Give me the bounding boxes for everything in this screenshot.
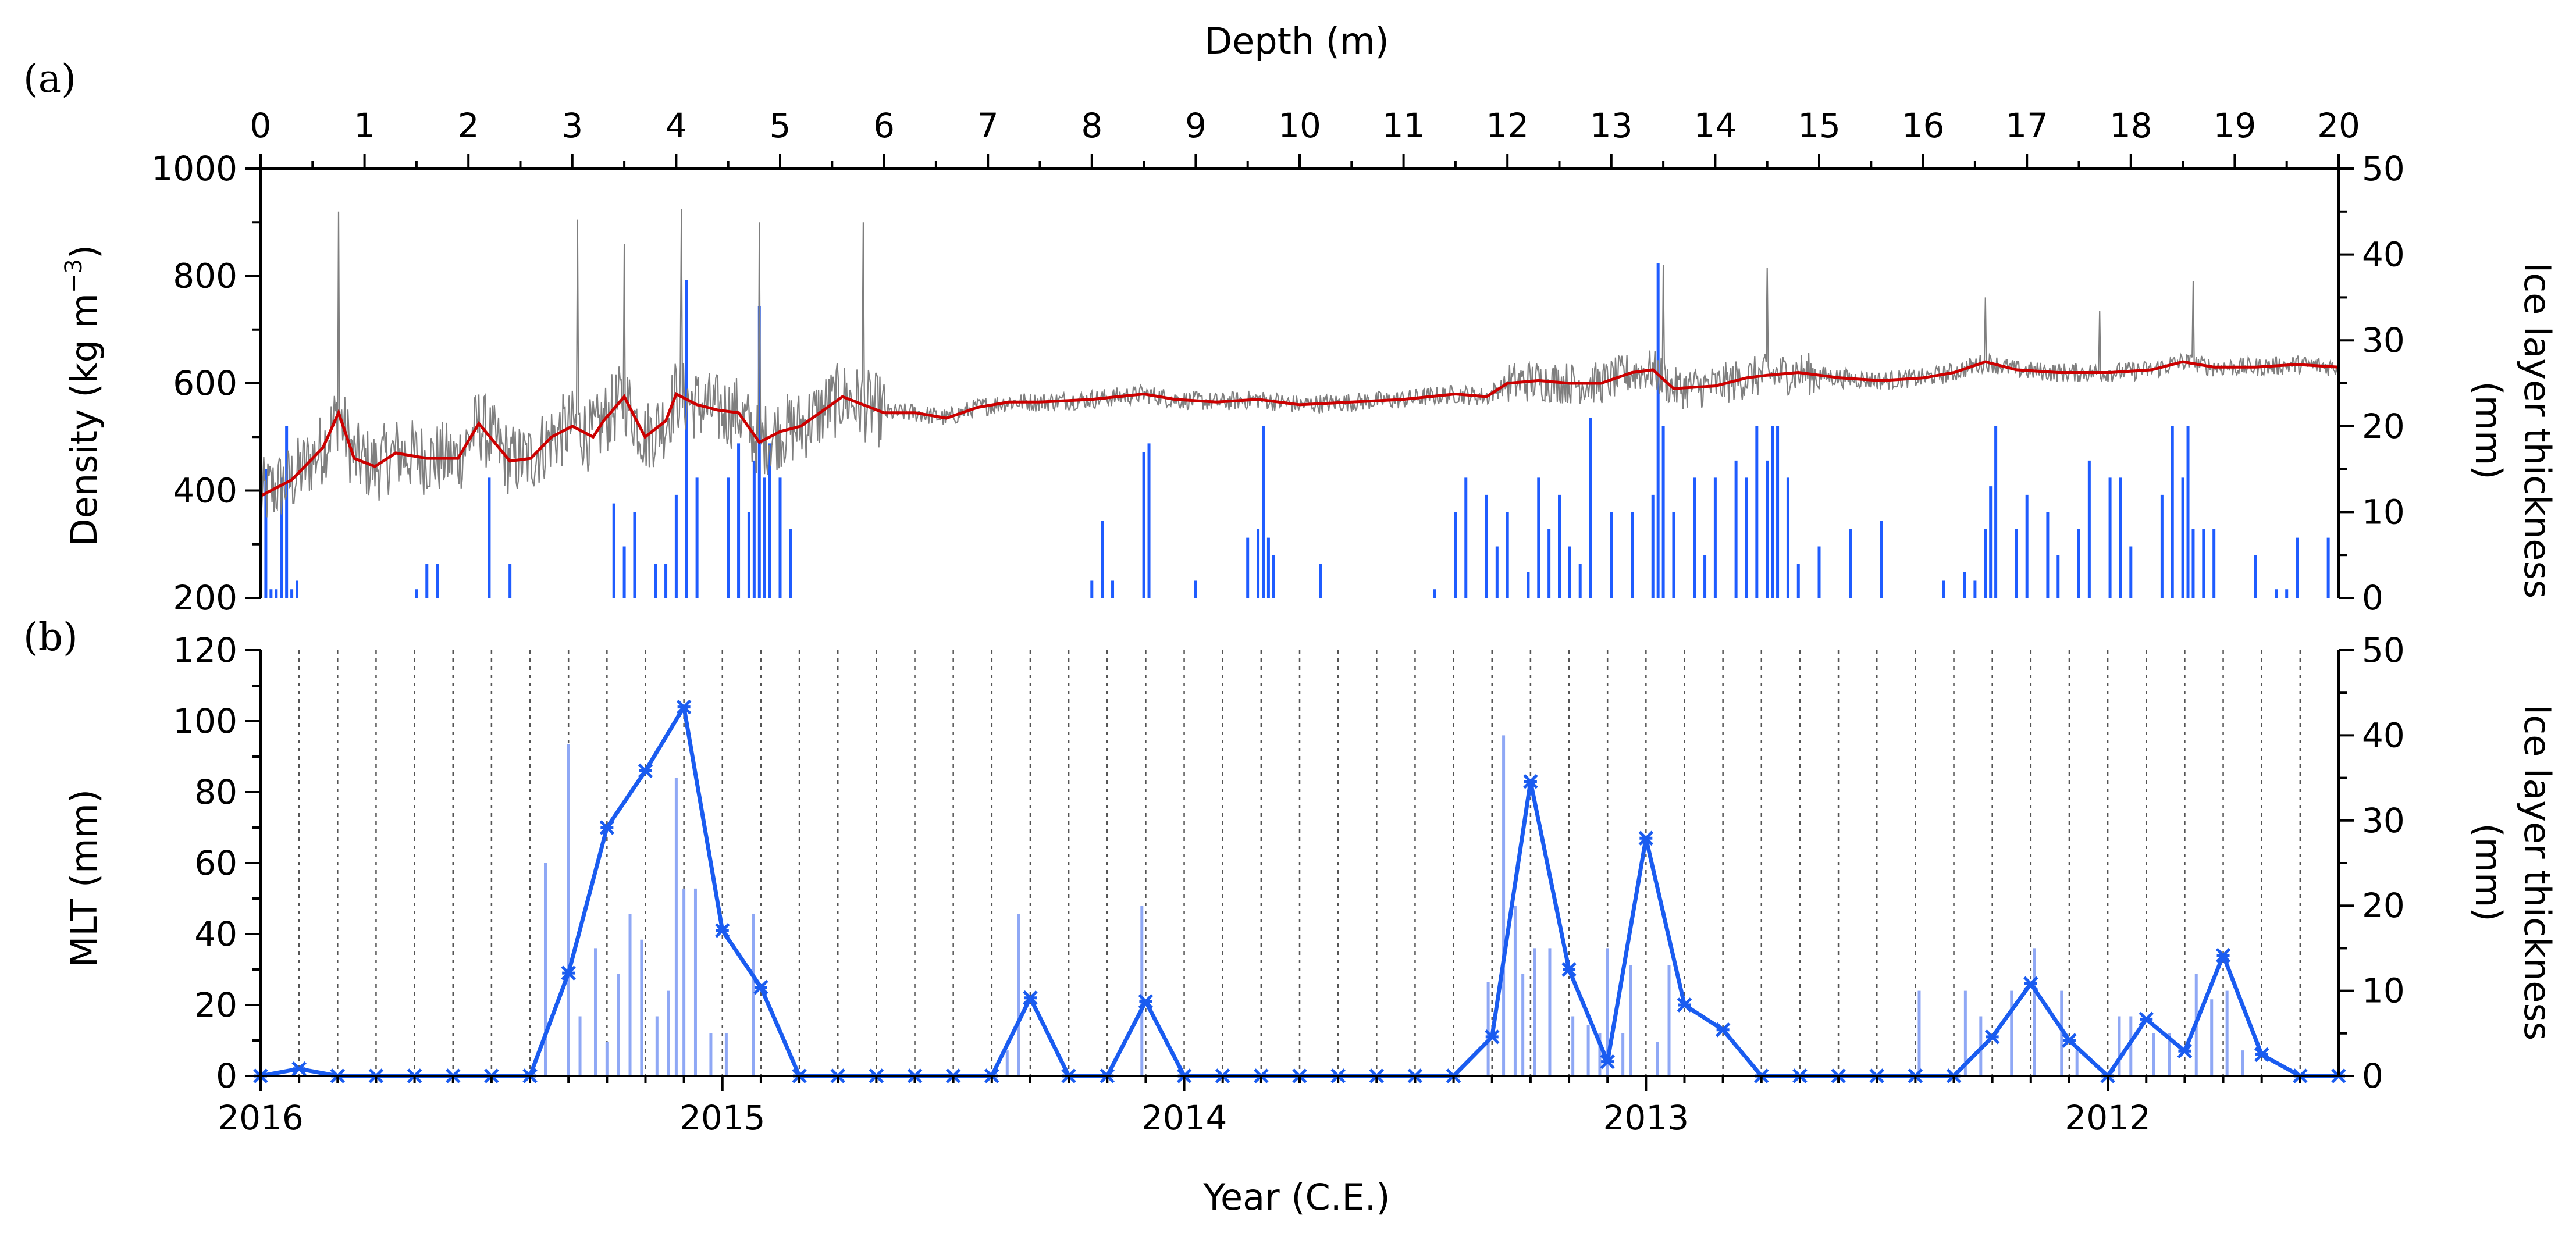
depth-tick-label: 8 (1081, 106, 1102, 145)
depth-tick-label: 0 (250, 106, 272, 145)
mlt-tick-label: 80 (194, 772, 237, 812)
ice-axis-title-a-line2: (mm) (2467, 381, 2510, 479)
depth-tick-label: 2 (458, 106, 479, 145)
depth-tick-label: 7 (977, 106, 999, 145)
depth-tick-label: 4 (666, 106, 687, 145)
ice-axis-title-a-line1: Ice layer thickness (2516, 262, 2559, 598)
depth-tick-label: 10 (1278, 106, 1321, 145)
mlt-tick-label: 100 (173, 701, 237, 741)
mlt-point (1984, 1029, 2000, 1045)
panel-b-label: (b) (23, 615, 78, 660)
ice-a-tick-label: 0 (2362, 578, 2383, 618)
depth-tick-label: 5 (770, 106, 791, 145)
year-tick-label: 2016 (218, 1098, 304, 1138)
mlt-point (2254, 1047, 2269, 1063)
mlt-point (2139, 1011, 2154, 1027)
mlt-point (753, 979, 768, 995)
panel-a-label: (a) (23, 56, 76, 101)
ice-axis-title-b-line2: (mm) (2467, 823, 2510, 921)
ice-b-tick-label: 0 (2362, 1056, 2383, 1096)
ice-a-tick-label: 10 (2362, 492, 2405, 532)
mlt-tick-label: 20 (194, 985, 237, 1025)
depth-tick-label: 11 (1382, 106, 1425, 145)
density-axis-title: Density (kg m−3) (61, 245, 105, 546)
ice-b-tick-label: 20 (2362, 886, 2405, 925)
year-axis-title: Year (C.E.) (1202, 1176, 1390, 1218)
mlt-tick-label: 60 (194, 843, 237, 883)
density-tick-label: 600 (173, 363, 237, 403)
mlt-point (2215, 947, 2231, 963)
ice-a-tick-label: 30 (2362, 320, 2405, 360)
mlt-axis-title: MLT (mm) (63, 789, 105, 967)
year-tick-label: 2012 (2065, 1098, 2151, 1138)
mlt-point (2023, 976, 2038, 992)
panel-a-plot: 0 1 2 3 4 5 6 7 8 9 10 11 12 13 14 15 16 17 18 19 2020040060… (151, 106, 2404, 618)
mlt-point (638, 763, 653, 779)
depth-tick-label: 12 (1486, 106, 1529, 145)
density-axis-title-close: ) (63, 245, 105, 259)
mlt-point (1715, 1022, 1731, 1038)
density-smoothed-line (259, 360, 2339, 497)
ice-b-tick-label: 50 (2362, 630, 2405, 670)
mlt-point (2177, 1043, 2193, 1059)
mlt-tick-label: 120 (173, 630, 237, 670)
mlt-point (1484, 1029, 1500, 1045)
depth-tick-label: 20 (2317, 106, 2360, 145)
mlt-point (291, 1061, 307, 1077)
ice-a-tick-label: 40 (2362, 235, 2405, 275)
density-axis-title-main: Density (kg m (63, 293, 105, 546)
year-tick-label: 2014 (1141, 1098, 1227, 1138)
depth-tick-label: 6 (873, 106, 895, 145)
density-axis-title-exponent: −3 (61, 259, 87, 293)
mlt-point (1677, 997, 1692, 1013)
depth-tick-label: 9 (1185, 106, 1207, 145)
mlt-point (1523, 774, 1538, 789)
ice-b-tick-label: 30 (2362, 801, 2405, 840)
year-tick-label: 2015 (679, 1098, 766, 1138)
depth-tick-label: 18 (2109, 106, 2152, 145)
depth-tick-label: 16 (1902, 106, 1945, 145)
mlt-point (2062, 1033, 2077, 1048)
depth-tick-label: 17 (2005, 106, 2048, 145)
top-axis-title: Depth (m) (1204, 20, 1389, 62)
mlt-point (1561, 962, 1577, 977)
mlt-point (599, 820, 615, 835)
density-tick-label: 800 (173, 256, 237, 296)
mlt-point (1023, 990, 1038, 1006)
ice-a-tick-label: 50 (2362, 149, 2405, 188)
ice-b-tick-label: 40 (2362, 715, 2405, 755)
mlt-point (676, 699, 692, 715)
depth-tick-label: 13 (1590, 106, 1633, 145)
depth-tick-label: 15 (1798, 106, 1841, 145)
mlt-point (1600, 1054, 1615, 1070)
depth-tick-label: 14 (1693, 106, 1737, 145)
mlt-line (260, 705, 2339, 1078)
density-raw-line (259, 209, 2339, 518)
mlt-point (1638, 830, 1654, 846)
density-tick-label: 1000 (151, 149, 237, 188)
mlt-tick-label: 40 (194, 914, 237, 954)
panel-b-plot: 0 20 40 60 80 100 120 0 10 20 30 40 50 2016 2015 2014 20… (173, 630, 2405, 1138)
ice-a-tick-label: 20 (2362, 407, 2405, 446)
mlt-point (715, 923, 730, 938)
mlt-tick-label: 0 (216, 1056, 237, 1096)
mlt-point (1138, 994, 1154, 1009)
depth-tick-label: 1 (354, 106, 375, 145)
depth-tick-label: 19 (2213, 106, 2256, 145)
ice-b-tick-label: 10 (2362, 971, 2405, 1011)
depth-tick-label: 3 (561, 106, 583, 145)
density-tick-label: 400 (173, 471, 237, 511)
mlt-point (561, 965, 576, 981)
year-tick-label: 2013 (1603, 1098, 1689, 1138)
density-tick-label: 200 (173, 578, 237, 618)
ice-axis-title-b-line1: Ice layer thickness (2516, 704, 2559, 1040)
